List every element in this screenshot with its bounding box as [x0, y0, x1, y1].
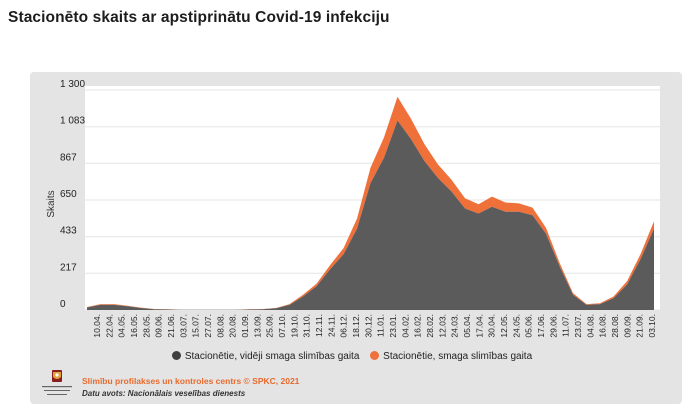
x-tick-label: 17.06.: [536, 314, 546, 338]
x-tick-label: 12.05.: [499, 314, 509, 338]
x-tick-label: 21.09.: [635, 314, 645, 338]
x-tick-label: 04.05.: [117, 314, 127, 338]
x-tick-label: 05.04.: [462, 314, 472, 338]
y-tick-label: 0: [60, 299, 66, 310]
x-tick-label: 28.08.: [610, 314, 620, 338]
area-series: [87, 96, 654, 310]
y-axis-ticks: 0 217 433 650 867 1 083 1 300: [60, 79, 85, 310]
x-tick-label: 23.07.: [573, 314, 583, 338]
y-tick-label: 433: [60, 226, 77, 237]
y-axis-label: Skaits: [46, 190, 57, 217]
legend-dot-gray: [171, 351, 181, 360]
x-tick-label: 25.09.: [265, 314, 275, 338]
footer-credit: Slimību profilakses un kontroles centrs …: [82, 376, 300, 386]
x-tick-label: 29.06.: [548, 314, 558, 338]
x-tick-label: 21.06.: [166, 314, 176, 338]
x-tick-label: 07.10.: [277, 314, 287, 338]
x-tick-label: 01.09.: [240, 314, 250, 338]
x-tick-label: 12.11.: [314, 314, 324, 337]
x-tick-label: 05.06.: [524, 314, 534, 338]
y-tick-label: 1 300: [60, 79, 85, 90]
chart-footer: Slimību profilakses un kontroles centrs …: [37, 369, 437, 401]
x-tick-label: 15.07.: [191, 314, 201, 338]
chart-legend: Stacionētie, vidēji smaga slimības gaita…: [30, 351, 682, 362]
x-tick-label: 28.02.: [425, 314, 435, 338]
x-tick-label: 16.02.: [413, 314, 423, 338]
x-tick-label: 04.02.: [400, 314, 410, 338]
x-tick-label: 16.08.: [598, 314, 608, 338]
x-tick-label: 18.12.: [351, 314, 361, 338]
x-tick-label: 13.09.: [252, 314, 262, 338]
x-tick-label: 11.07.: [561, 314, 571, 337]
legend-dot-orange: [370, 351, 380, 360]
spkc-logo-icon: [42, 370, 72, 395]
footer-source: Datu avots: Nacionālais veselības dienes…: [82, 389, 246, 398]
y-tick-label: 217: [60, 262, 77, 273]
x-tick-label: 12.03.: [437, 314, 447, 338]
x-tick-label: 04.08.: [585, 314, 595, 338]
x-tick-label: 31.10.: [302, 314, 312, 338]
y-tick-label: 650: [60, 189, 77, 200]
x-tick-label: 23.01.: [388, 314, 398, 338]
page-title: Stacionēto skaits ar apstiprinātu Covid-…: [8, 9, 390, 26]
x-tick-label: 22.04.: [104, 314, 114, 338]
legend-item-moderate: Stacionētie, vidēji smaga slimības gaita: [171, 351, 360, 362]
x-tick-label: 24.03.: [450, 314, 460, 338]
x-tick-label: 10.04.: [92, 314, 102, 338]
legend-label-moderate: Stacionētie, vidēji smaga slimības gaita: [184, 351, 360, 362]
x-tick-label: 03.07.: [178, 314, 188, 338]
y-tick-label: 1 083: [60, 116, 85, 127]
chart-panel: 0 217 433 650 867 1 083 1 300 10.04. 22.04. 04.0…: [30, 72, 682, 404]
x-tick-label: 09.09.: [622, 314, 632, 338]
x-tick-label: 30.04.: [487, 314, 497, 338]
x-tick-label: 17.04.: [474, 314, 484, 338]
y-tick-label: 867: [60, 152, 77, 163]
x-tick-label: 20.08.: [228, 314, 238, 338]
x-tick-label: 30.12.: [363, 314, 373, 338]
x-tick-label: 27.07.: [203, 314, 213, 338]
series-area-moderate: [87, 120, 654, 310]
x-axis-ticks: 10.04. 22.04. 04.05. 16.05. 28.05. 09.06. 21.0…: [92, 314, 657, 338]
x-tick-label: 03.10.: [647, 314, 657, 338]
x-tick-label: 24.11.: [326, 314, 336, 337]
x-tick-label: 06.12.: [339, 314, 349, 338]
legend-item-severe: Stacionētie, smaga slimības gaita: [370, 351, 532, 362]
x-tick-label: 11.01.: [376, 314, 386, 337]
x-tick-label: 28.05.: [141, 314, 151, 338]
x-tick-label: 16.05.: [129, 314, 139, 338]
x-tick-label: 09.06.: [154, 314, 164, 338]
x-tick-label: 08.08.: [215, 314, 225, 338]
legend-label-severe: Stacionētie, smaga slimības gaita: [383, 351, 533, 362]
x-tick-label: 19.10.: [289, 314, 299, 338]
x-tick-label: 24.05.: [511, 314, 521, 338]
